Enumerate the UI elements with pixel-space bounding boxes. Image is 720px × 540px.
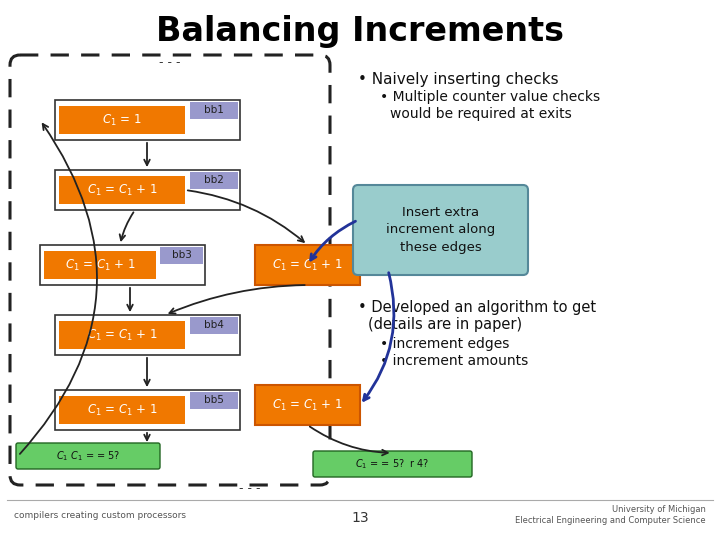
Text: $C_1$ = 1: $C_1$ = 1 (102, 112, 142, 127)
FancyBboxPatch shape (55, 170, 240, 210)
FancyBboxPatch shape (190, 392, 238, 409)
Text: University of Michigan
Electrical Engineering and Computer Science: University of Michigan Electrical Engine… (516, 504, 706, 525)
Text: • Naively inserting checks: • Naively inserting checks (358, 72, 559, 87)
FancyBboxPatch shape (59, 396, 185, 424)
Text: bb1: bb1 (204, 105, 224, 116)
Text: $C_1$ = $C_1$ + 1: $C_1$ = $C_1$ + 1 (86, 183, 157, 198)
Text: bb3: bb3 (171, 251, 192, 260)
FancyBboxPatch shape (55, 100, 240, 140)
Text: 13: 13 (351, 511, 369, 525)
Text: • increment edges: • increment edges (380, 337, 509, 351)
Text: $C_1$ = $C_1$ + 1: $C_1$ = $C_1$ + 1 (65, 258, 135, 273)
Text: $C_1$ = $C_1$ + 1: $C_1$ = $C_1$ + 1 (272, 258, 343, 273)
FancyBboxPatch shape (59, 321, 185, 349)
FancyBboxPatch shape (59, 176, 185, 204)
FancyBboxPatch shape (353, 185, 528, 275)
FancyBboxPatch shape (44, 251, 156, 279)
Text: Insert extra
increment along
these edges: Insert extra increment along these edges (386, 206, 495, 254)
Text: $C_1$ = $C_1$ + 1: $C_1$ = $C_1$ + 1 (86, 402, 157, 417)
FancyBboxPatch shape (160, 247, 203, 264)
Text: $C_1$ = = 5?  r 4?: $C_1$ = = 5? r 4? (355, 457, 430, 471)
FancyBboxPatch shape (190, 317, 238, 334)
Text: $C_1$ = $C_1$ + 1: $C_1$ = $C_1$ + 1 (86, 327, 157, 342)
Text: • increment amounts: • increment amounts (380, 354, 528, 368)
FancyBboxPatch shape (190, 172, 238, 189)
Text: Balancing Increments: Balancing Increments (156, 16, 564, 49)
Text: bb5: bb5 (204, 395, 224, 406)
Text: (details are in paper): (details are in paper) (368, 317, 522, 332)
Text: • Multiple counter value checks: • Multiple counter value checks (380, 90, 600, 104)
FancyBboxPatch shape (55, 315, 240, 355)
Text: - - -: - - - (159, 56, 181, 69)
FancyBboxPatch shape (255, 385, 360, 425)
Text: would be required at exits: would be required at exits (390, 107, 572, 121)
FancyBboxPatch shape (190, 102, 238, 119)
FancyBboxPatch shape (59, 106, 185, 134)
Text: bb4: bb4 (204, 320, 224, 330)
FancyBboxPatch shape (255, 245, 360, 285)
Text: compilers creating custom processors: compilers creating custom processors (14, 510, 186, 519)
Text: bb2: bb2 (204, 176, 224, 185)
FancyBboxPatch shape (55, 390, 240, 430)
Text: $C_1$ $C_1$ = = 5?: $C_1$ $C_1$ = = 5? (56, 449, 120, 463)
FancyBboxPatch shape (313, 451, 472, 477)
Text: $C_1$ = $C_1$ + 1: $C_1$ = $C_1$ + 1 (272, 397, 343, 413)
FancyBboxPatch shape (16, 443, 160, 469)
Text: - - -: - - - (239, 482, 261, 495)
FancyBboxPatch shape (40, 245, 205, 285)
Text: • Developed an algorithm to get: • Developed an algorithm to get (358, 300, 596, 315)
